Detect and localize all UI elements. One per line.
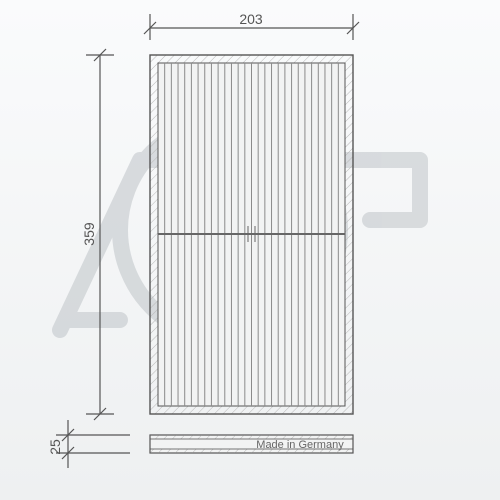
dimension-depth-value: 25 [47,439,63,455]
made-in-label: Made in Germany [256,439,344,451]
side-view: Made in Germany [150,435,353,453]
dimension-depth: 25 [47,420,130,468]
dimension-width-value: 203 [239,11,263,27]
dimension-height-value: 359 [81,222,97,246]
front-view [150,55,353,414]
dimension-width: 203 [144,11,359,40]
